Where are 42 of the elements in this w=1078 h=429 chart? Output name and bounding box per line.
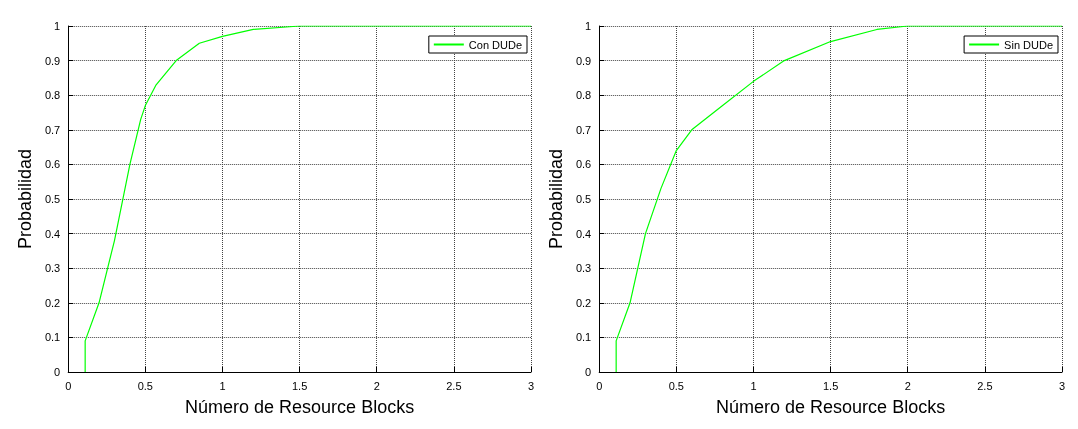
x-tick-label: 3 [1058,379,1066,392]
y-tick-label: 0 [585,366,592,378]
x-tick-label: 2.5 [977,379,993,392]
y-tick-label: 1 [54,20,61,32]
y-axis-title: Probabilidad [546,148,566,250]
legend-label: Con DUDe [468,38,522,51]
x-tick-label: 0 [65,379,72,392]
y-tick-label: 0.2 [44,296,61,309]
y-tick-label: 0.1 [575,331,592,344]
x-tick-label: 0.5 [137,379,153,392]
x-tick-label: 1 [750,379,757,392]
x-tick-label: 0 [596,379,603,392]
x-tick-label: 1.5 [822,379,839,392]
x-tick-label: 0.5 [668,379,684,392]
x-tick-label: 1.5 [291,379,308,392]
y-tick-label: 0.3 [575,262,592,275]
y-tick-label: 0.7 [44,123,61,136]
y-tick-label: 0.6 [44,158,61,171]
y-tick-label: 0 [54,366,61,378]
y-tick-label: 0.4 [575,227,592,240]
legend-label: Sin DUDe [1004,38,1053,51]
y-tick-label: 0.9 [575,54,592,67]
x-tick-label: 3 [527,379,535,392]
x-tick-label: 2 [373,379,380,392]
y-tick-label: 0.9 [44,54,61,67]
y-tick-label: 0.8 [44,89,61,102]
x-tick-label: 2 [904,379,911,392]
y-tick-label: 0.5 [575,193,592,205]
y-tick-label: 1 [585,20,592,32]
y-tick-label: 0.6 [575,158,592,171]
y-tick-label: 0.1 [44,331,61,344]
x-tick-label: 2.5 [446,379,462,392]
x-tick-label: 1 [219,379,226,392]
y-tick-label: 0.8 [575,89,592,102]
y-tick-label: 0.2 [575,296,592,309]
x-axis-title: Número de Resource Blocks [716,397,946,417]
y-tick-label: 0.7 [575,123,592,136]
x-axis-title: Número de Resource Blocks [185,397,415,417]
y-axis-title: Probabilidad [15,148,35,250]
y-tick-label: 0.5 [44,193,61,205]
y-tick-label: 0.3 [44,262,61,275]
y-tick-label: 0.4 [44,227,61,240]
